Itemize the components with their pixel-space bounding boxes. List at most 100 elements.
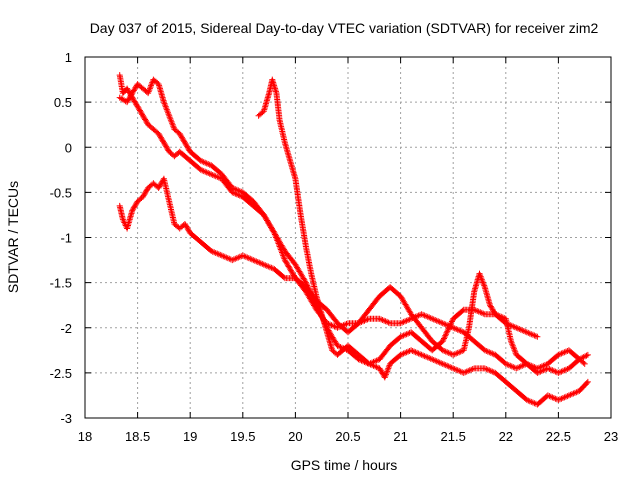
data-point-markers: [208, 248, 224, 258]
y-tick-labels: 1 0.5 0 -0.5 -1 -1.5 -2 -2.5 -3: [50, 50, 72, 426]
data-point-markers: [439, 360, 455, 371]
data-point-markers: [408, 347, 424, 358]
data-point-markers: [260, 261, 276, 272]
data-point-markers: [376, 344, 393, 363]
data-point-markers: [376, 315, 392, 326]
x-tick-label: 23: [604, 429, 618, 444]
data-point-markers: [150, 126, 161, 136]
data-point-markers: [250, 198, 266, 217]
data-point-markers: [171, 126, 182, 136]
data-point-markers: [534, 361, 550, 372]
data-point-markers: [476, 270, 488, 289]
data-point-markers: [523, 329, 539, 340]
data-point-markers: [134, 81, 145, 91]
data-point-markers: [181, 139, 193, 154]
data-point-markers: [387, 352, 403, 367]
data-point-markers: [502, 378, 519, 393]
y-tick-label: -2.5: [50, 366, 72, 381]
data-point-markers: [565, 388, 581, 399]
data-point-markers: [471, 338, 487, 353]
data-point-markers: [366, 357, 382, 367]
data-point-markers: [418, 351, 434, 362]
data-point-markers: [250, 257, 266, 267]
data-point-markers: [513, 351, 529, 366]
data-point-markers: [160, 139, 172, 154]
data-point-markers: [187, 148, 203, 163]
data-point-markers: [576, 380, 590, 394]
data-point-markers: [281, 248, 298, 267]
data-point-markers: [218, 175, 235, 195]
data-point-markers: [116, 72, 126, 95]
data-point-markers: [418, 324, 435, 344]
data-point-markers: [292, 275, 308, 290]
data-point-markers: [450, 348, 466, 358]
data-point-markers: [492, 351, 508, 366]
data-point-markers: [197, 157, 213, 168]
data-point-markers: [502, 315, 514, 343]
data-point-markers: [450, 324, 466, 335]
y-tick-label: -0.5: [50, 185, 72, 200]
data-point-markers: [155, 130, 167, 145]
data-point-markers: [229, 189, 245, 200]
data-point-markers: [439, 317, 456, 345]
data-point-markers: [481, 347, 497, 358]
data-point: [584, 351, 591, 358]
data-point-markers: [345, 347, 361, 362]
plot-frame: [84, 56, 612, 419]
x-tick-label: 18: [78, 429, 92, 444]
data-point-markers: [287, 157, 298, 181]
x-tick-label: 22.5: [546, 429, 571, 444]
data-point-markers: [271, 266, 287, 281]
series-track-D: [255, 76, 591, 376]
data-point-markers: [460, 366, 476, 376]
data-point-markers: [471, 306, 487, 317]
data-point-markers: [281, 257, 293, 271]
data-point-markers: [281, 139, 293, 163]
data-point: [584, 378, 591, 385]
data-point-markers: [544, 352, 561, 367]
y-axis-label: SDTVAR / TECUs: [5, 181, 21, 293]
x-tick-label: 19: [183, 429, 197, 444]
data-point: [581, 360, 588, 367]
data-point-markers: [508, 338, 519, 357]
data-point-markers: [565, 357, 582, 372]
data-point-markers: [460, 326, 472, 354]
data-point-markers: [139, 186, 151, 200]
data-point-markers: [555, 393, 571, 403]
data-point-markers: [308, 270, 320, 298]
y-tick-label: 0.5: [54, 95, 72, 110]
data-point-markers: [197, 239, 214, 253]
data-point-markers: [481, 365, 497, 376]
data-point-markers: [181, 221, 193, 235]
grid: [85, 57, 611, 418]
data-point-markers: [134, 195, 145, 205]
x-axis-label: GPS time / hours: [291, 457, 398, 473]
data-point-markers: [513, 387, 529, 402]
x-tick-labels: 18 18.5 19 19.5 20 20.5 21 21.5 22 22.5 23: [78, 429, 618, 444]
data-point-markers: [208, 171, 224, 182]
x-tick-label: 21.5: [441, 429, 466, 444]
data-point-markers: [271, 230, 288, 253]
data-point-markers: [176, 130, 188, 145]
data-point-markers: [260, 91, 272, 115]
chart-title: Day 037 of 2015, Sidereal Day-to-day VTE…: [90, 20, 599, 36]
data-point-markers: [387, 334, 403, 349]
data-point-markers: [166, 198, 177, 226]
data-point-markers: [124, 91, 135, 106]
data-point-markers: [273, 90, 283, 122]
data-point-markers: [366, 294, 382, 313]
series-track-C: [116, 175, 541, 358]
data-point-markers: [345, 342, 361, 357]
data-point-markers: [481, 284, 493, 307]
data-point-markers: [429, 315, 445, 326]
data-point-markers: [145, 121, 156, 132]
data-point-markers: [166, 112, 177, 131]
y-tick-label: -1.5: [50, 276, 72, 291]
data-point-markers: [160, 99, 172, 118]
data-point-markers: [150, 76, 161, 86]
data-point-markers: [302, 243, 314, 275]
data-point-markers: [187, 230, 203, 244]
axis-ticks: [84, 56, 612, 419]
data-point-markers: [318, 311, 330, 334]
data-point-markers: [387, 284, 403, 299]
